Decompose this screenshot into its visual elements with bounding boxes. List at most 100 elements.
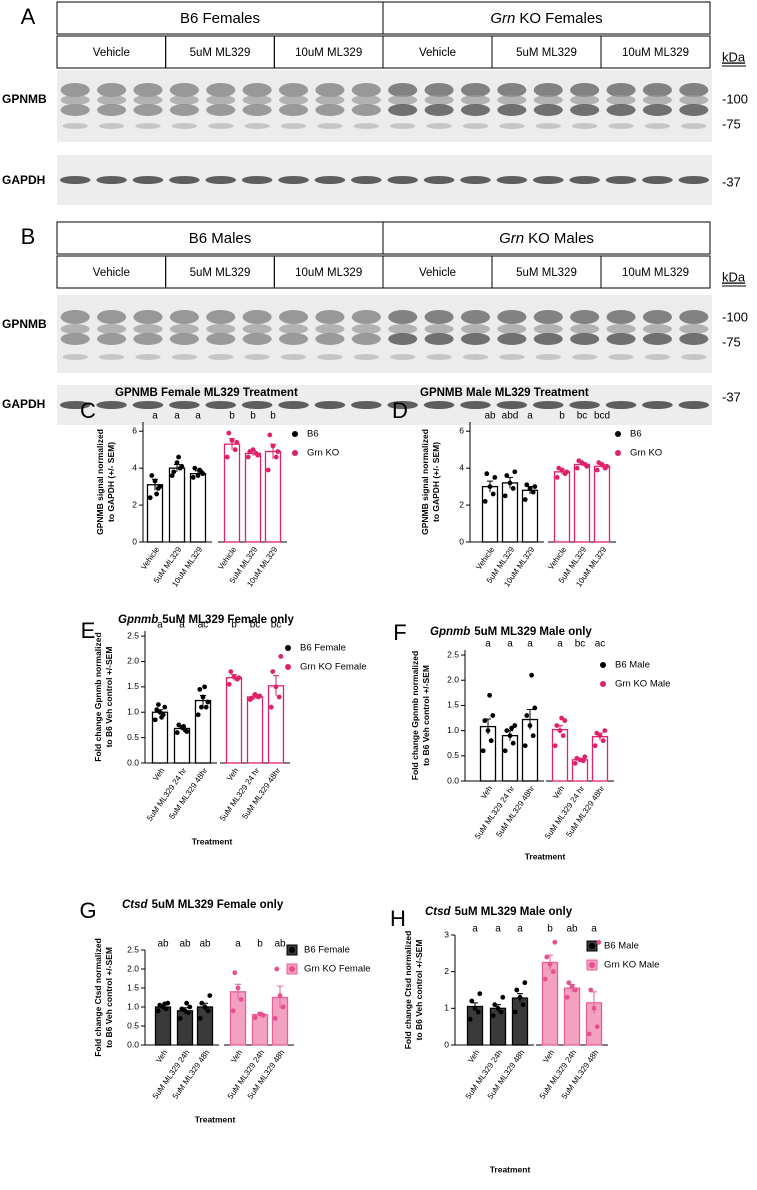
data-point	[245, 454, 251, 460]
data-point	[159, 714, 165, 720]
data-point	[557, 728, 563, 734]
band	[59, 401, 91, 409]
band	[315, 104, 345, 116]
band	[424, 310, 454, 324]
band	[278, 104, 309, 116]
data-point	[203, 704, 209, 710]
bar	[551, 728, 569, 782]
row-label: GPNMB	[2, 92, 47, 106]
band	[497, 310, 527, 324]
y-axis-label: GPNMB signal normalizedto GAPDH (+/- SEM…	[420, 429, 441, 535]
band	[132, 176, 164, 184]
band	[242, 104, 272, 116]
band	[62, 354, 88, 360]
band	[351, 324, 381, 334]
data-point	[224, 454, 230, 460]
band	[426, 354, 452, 360]
band	[133, 95, 163, 105]
group-label: B6 Males	[189, 230, 252, 247]
legend-label: B6	[630, 429, 642, 440]
legend-label: Grn KO	[630, 448, 662, 459]
y-axis-label-line: GPNMB signal normalized	[420, 429, 430, 535]
panel-letter: B	[21, 224, 36, 249]
data-point	[273, 684, 279, 690]
band	[533, 324, 563, 334]
legend-dot	[292, 431, 298, 437]
band	[462, 123, 489, 129]
y-tick-label: 0.5	[127, 732, 139, 742]
sig-letter: a	[152, 411, 158, 422]
panel-letter: E	[81, 618, 96, 643]
band	[460, 401, 491, 409]
data-point	[527, 723, 533, 728]
data-point	[564, 994, 570, 1000]
marker-label: -37	[722, 174, 741, 189]
band	[679, 95, 709, 105]
bar	[593, 465, 611, 543]
band	[241, 401, 273, 409]
data-point	[174, 460, 180, 466]
band	[388, 95, 418, 105]
data-point	[226, 681, 232, 687]
bar	[553, 471, 571, 543]
data-point	[226, 430, 232, 436]
data-point	[273, 454, 279, 460]
x-tick-label: Veh	[551, 784, 566, 800]
band	[278, 401, 309, 409]
data-point	[509, 725, 514, 731]
data-point	[257, 693, 263, 699]
data-point	[594, 730, 600, 736]
data-point	[184, 1000, 190, 1006]
data-point	[498, 1009, 504, 1015]
bar	[573, 463, 591, 543]
band	[206, 324, 236, 334]
band	[497, 333, 527, 345]
chart-title-text: GPNMB Female ML329 Treatment	[115, 387, 298, 399]
band	[206, 333, 236, 345]
data-point	[249, 695, 255, 701]
band	[424, 324, 454, 334]
y-axis-label-line: Fold change Ctsd normalized	[93, 938, 103, 1057]
data-point	[197, 1016, 203, 1021]
panel-letter: D	[392, 398, 408, 423]
group-label: Grn KO Females	[490, 10, 602, 27]
sig-letter: b	[231, 620, 237, 631]
band	[315, 333, 345, 345]
treatment-label: 10uM ML329	[295, 47, 362, 59]
band	[570, 83, 600, 97]
data-point	[174, 730, 180, 735]
chart-title-text: 5uM ML329 Male only	[474, 626, 592, 638]
band	[242, 310, 272, 324]
band	[387, 176, 418, 184]
band	[532, 401, 564, 409]
data-point	[199, 1000, 205, 1006]
band	[570, 104, 600, 116]
legend-label: B6 Male	[604, 941, 639, 952]
band	[60, 333, 90, 345]
band	[389, 123, 416, 129]
band	[169, 310, 199, 324]
data-point	[278, 653, 284, 659]
data-point	[202, 684, 208, 690]
data-point	[484, 471, 490, 477]
legend-label: B6 Female	[304, 945, 350, 956]
band	[135, 123, 161, 129]
group-label-text: B6 Males	[189, 230, 252, 247]
data-point	[200, 694, 206, 700]
band	[606, 324, 636, 334]
data-point	[512, 469, 518, 475]
blot-gpnmb	[57, 70, 712, 142]
band	[97, 104, 127, 116]
data-point	[236, 675, 242, 681]
band	[570, 310, 600, 324]
y-tick-label: 0.0	[127, 1039, 139, 1049]
band	[497, 95, 527, 105]
data-point	[181, 724, 187, 729]
data-point	[205, 699, 211, 705]
sig-letter: a	[472, 924, 478, 935]
sig-letter: a	[527, 411, 533, 422]
band	[533, 83, 563, 97]
data-point	[187, 1004, 193, 1010]
data-point	[544, 954, 550, 960]
band	[242, 83, 272, 97]
